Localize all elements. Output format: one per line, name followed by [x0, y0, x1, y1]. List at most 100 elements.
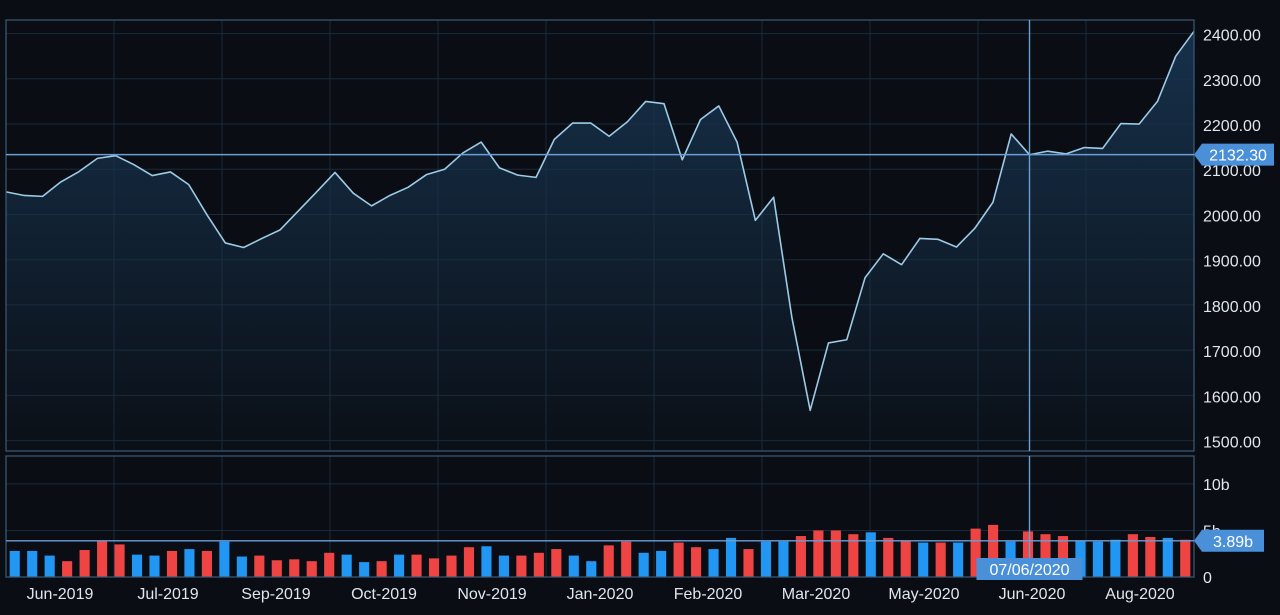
volume-bar	[638, 552, 649, 577]
volume-bar	[918, 542, 929, 577]
volume-bar	[411, 554, 422, 577]
volume-bar	[184, 549, 195, 577]
volume-bar	[725, 537, 737, 577]
x-tick-label: Jun-2019	[27, 586, 94, 603]
volume-bar	[1022, 531, 1034, 577]
volume-bar	[1180, 539, 1191, 577]
volume-pane-frame	[5, 455, 1195, 578]
price-tick-label: 1900.00	[1203, 254, 1261, 271]
volume-bar	[656, 550, 667, 577]
volume-bar	[551, 549, 562, 577]
volume-bar	[341, 554, 352, 577]
volume-bar	[848, 534, 859, 577]
volume-bar	[236, 556, 247, 577]
volume-bar	[953, 542, 964, 577]
volume-bar	[935, 542, 946, 577]
volume-bar	[533, 552, 544, 577]
price-tick-label: 1800.00	[1203, 299, 1261, 316]
volume-bar	[463, 547, 475, 577]
frame-layer	[5, 19, 1195, 578]
volume-bar	[1110, 539, 1121, 577]
volume-bar	[306, 561, 317, 577]
volume-bar	[254, 555, 265, 577]
volume-bar	[586, 561, 597, 577]
volume-tick-label: 0	[1203, 570, 1212, 587]
price-pane-frame	[5, 19, 1195, 452]
volume-bar	[446, 555, 457, 577]
price-crosshair-label: 2132.30	[1209, 148, 1267, 165]
volume-bar	[970, 528, 981, 577]
volume-bar	[708, 549, 719, 577]
volume-bar	[743, 549, 754, 577]
volume-bar	[883, 537, 894, 577]
volume-bar	[830, 530, 841, 577]
volume-bar	[988, 524, 999, 577]
volume-bar	[498, 555, 509, 577]
volume-tick-label: 10b	[1203, 477, 1230, 494]
volume-bar	[1040, 534, 1051, 577]
price-tick-label: 1600.00	[1203, 389, 1261, 406]
x-tick-label: Jun-2020	[999, 586, 1066, 603]
volume-bar	[795, 536, 806, 577]
volume-bar	[149, 555, 160, 577]
date-crosshair-label: 07/06/2020	[989, 562, 1069, 579]
price-crosshair-label-box	[1194, 143, 1274, 166]
x-tick-label: Sep-2019	[241, 586, 310, 603]
x-tick-label: Feb-2020	[674, 586, 743, 603]
volume-bar	[131, 554, 143, 577]
volume-bar	[813, 530, 824, 577]
volume-bar	[324, 552, 335, 577]
volume-bar	[376, 561, 387, 577]
price-tick-label: 2400.00	[1203, 28, 1261, 45]
volume-bar	[271, 560, 282, 577]
price-tick-label: 1500.00	[1203, 435, 1261, 452]
volume-bar	[691, 547, 702, 577]
volume-bar	[9, 550, 20, 577]
axis-labels-layer: 2400.00 2300.00 2200.00 2100.00 2000.00 1900.…	[27, 28, 1261, 603]
price-tick-label: 2300.00	[1203, 73, 1261, 90]
volume-bar	[27, 550, 38, 577]
volume-bar	[481, 546, 492, 577]
volume-crosshair-label: 3.89b	[1213, 534, 1253, 551]
volume-bar	[778, 541, 789, 577]
price-area-layer	[5, 30, 1195, 452]
volume-bar	[1162, 537, 1173, 577]
price-area-fill	[6, 31, 1194, 452]
volume-bar	[44, 555, 55, 577]
volume-bar	[865, 532, 876, 577]
x-tick-label: Jan-2020	[567, 586, 634, 603]
x-tick-label: Jul-2019	[137, 586, 198, 603]
volume-bar	[166, 550, 178, 577]
volume-bar	[1127, 534, 1138, 577]
x-tick-label: May-2020	[888, 586, 959, 603]
volume-bar	[114, 544, 125, 577]
volume-bar	[568, 555, 579, 577]
volume-bar	[603, 545, 614, 577]
x-tick-label: Aug-2020	[1105, 586, 1174, 603]
volume-bar	[1092, 541, 1103, 577]
date-crosshair-label-box	[976, 558, 1083, 580]
volume-bar	[62, 561, 73, 577]
volume-bar	[516, 555, 527, 577]
crosshair-layer[interactable]: 2132.30 3.89b 07/06/2020	[6, 20, 1274, 580]
price-tick-label: 2100.00	[1203, 163, 1261, 180]
x-tick-label: Oct-2019	[351, 586, 417, 603]
x-tick-label: Nov-2019	[457, 586, 526, 603]
volume-bar	[621, 541, 632, 577]
price-tick-label: 1700.00	[1203, 344, 1261, 361]
volume-bar	[79, 550, 90, 577]
volume-bar	[1145, 536, 1156, 577]
volume-bar	[673, 542, 684, 577]
volume-bar	[219, 541, 230, 577]
volume-bar	[428, 558, 440, 577]
volume-bars-layer	[9, 524, 1191, 577]
volume-crosshair-label-box	[1194, 529, 1264, 552]
price-tick-label: 2200.00	[1203, 118, 1261, 135]
price-tick-label: 2000.00	[1203, 208, 1261, 225]
volume-bar	[760, 541, 772, 577]
volume-bar	[97, 540, 108, 577]
volume-bar	[289, 559, 300, 577]
volume-bar	[359, 562, 370, 577]
